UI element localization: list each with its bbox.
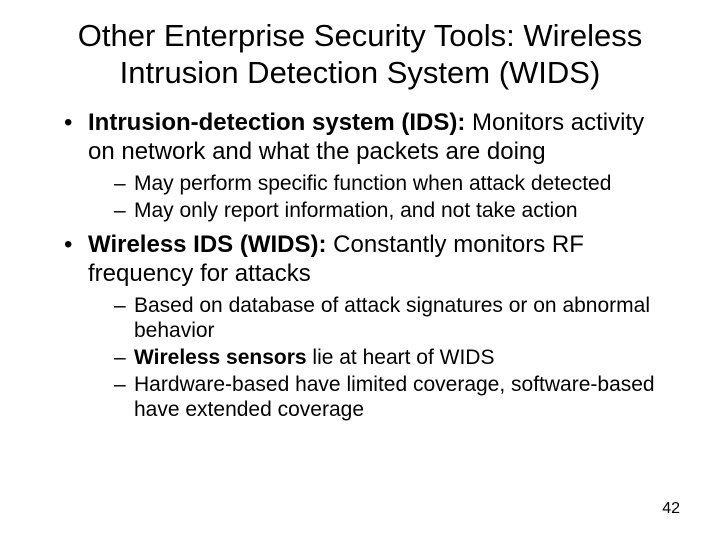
- sub-item: May perform specific function when attac…: [116, 171, 670, 196]
- sub-item: Wireless sensors lie at heart of WIDS: [116, 345, 670, 370]
- sub-list: Based on database of attack signatures o…: [88, 293, 670, 423]
- sub-item: Based on database of attack signatures o…: [116, 293, 670, 343]
- bullet-bold: Wireless IDS (WIDS):: [88, 231, 327, 258]
- slide-title: Other Enterprise Security Tools: Wireles…: [40, 18, 680, 91]
- bullet-item: Intrusion-detection system (IDS): Monito…: [68, 109, 670, 223]
- bullet-bold: Intrusion-detection system (IDS):: [88, 109, 465, 136]
- page-number: 42: [662, 500, 680, 518]
- bullet-item: Wireless IDS (WIDS): Constantly monitors…: [68, 231, 670, 423]
- sub-item: May only report information, and not tak…: [116, 198, 670, 223]
- sub-list: May perform specific function when attac…: [88, 171, 670, 223]
- bullet-list: Intrusion-detection system (IDS): Monito…: [40, 109, 680, 423]
- slide: Other Enterprise Security Tools: Wireles…: [0, 0, 720, 540]
- sub-item: Hardware-based have limited coverage, so…: [116, 372, 670, 422]
